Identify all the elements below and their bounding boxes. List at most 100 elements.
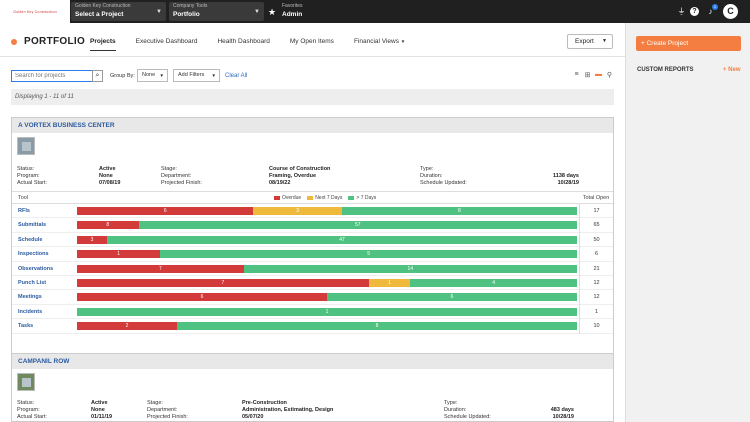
bar-segment-gt7[interactable]: 14 <box>243 264 577 273</box>
bar-segment-overdue[interactable]: 8 <box>77 221 139 230</box>
avatar[interactable]: C <box>723 4 738 19</box>
project-name-link[interactable]: CAMPANIL ROW <box>12 354 613 369</box>
bar-segment-overdue[interactable]: 1 <box>77 250 161 259</box>
total-open-value: 6 <box>579 247 613 262</box>
group-by-value: None <box>142 72 156 78</box>
chevron-down-icon: ▼ <box>602 38 607 44</box>
bar-segment-gt7[interactable]: 8 <box>341 207 577 215</box>
bar-segment-gt7[interactable]: 57 <box>138 221 577 230</box>
stacked-bar[interactable]: 1 <box>77 307 577 316</box>
bell-icon[interactable]: ♪ <box>708 7 713 16</box>
tool-column-header: Tool <box>18 195 29 201</box>
bar-segment-next7[interactable]: 1 <box>368 278 411 287</box>
total-open-value: 65 <box>579 218 613 233</box>
bar-segment-gt7[interactable]: 4 <box>410 278 577 287</box>
main-content: PORTFOLIO Projects Executive Dashboard H… <box>0 23 625 422</box>
tool-name-link[interactable]: Punch List <box>18 279 47 286</box>
export-button[interactable]: Export ▼ <box>567 34 613 49</box>
legend-next-7-days: Next 7 Days <box>307 195 342 201</box>
total-open-value: 12 <box>579 290 613 305</box>
project-name-link[interactable]: A VORTEX BUSINESS CENTER <box>12 118 613 133</box>
new-report-link[interactable]: + New <box>723 67 741 73</box>
project-selector[interactable]: Golden Key Construction Select a Project… <box>71 2 166 21</box>
tool-name-link[interactable]: Incidents <box>18 308 43 315</box>
clear-all-link[interactable]: Clear All <box>225 73 248 79</box>
favorites-label: Favorites <box>282 3 303 9</box>
legend-swatch <box>348 195 355 200</box>
tool-row: Tasks 2 8 10 <box>12 319 613 334</box>
legend-more-7-days-label: > 7 Days <box>356 195 377 201</box>
bar-segment-gt7[interactable]: 1 <box>77 307 577 316</box>
stacked-bar[interactable]: 8 57 <box>77 221 577 230</box>
program-label: Program: <box>17 407 40 413</box>
department-label: Department: <box>161 173 192 179</box>
divider <box>0 56 625 57</box>
company-logo[interactable]: Golden Key Construction <box>0 0 70 23</box>
legend-more-7-days: > 7 Days <box>348 195 376 201</box>
page-title: PORTFOLIO <box>24 36 86 47</box>
bar-segment-overdue[interactable]: 6 <box>77 207 254 215</box>
tool-name-link[interactable]: Schedule <box>18 236 43 243</box>
bar-segment-gt7[interactable]: 5 <box>160 250 577 259</box>
duration-value: 1138 days <box>553 173 579 179</box>
tool-name-link[interactable]: Tasks <box>18 323 34 330</box>
tab-my-open-items[interactable]: My Open Items <box>289 38 334 45</box>
tool-row: Incidents 1 1 <box>12 304 613 320</box>
tool-name-link[interactable]: Observations <box>18 265 54 272</box>
bar-segment-overdue[interactable]: 2 <box>77 322 177 331</box>
add-filters-select[interactable]: Add Filters ▼ <box>173 69 220 82</box>
bar-segment-gt7[interactable]: 47 <box>107 235 577 244</box>
total-open-value: 21 <box>579 261 613 276</box>
project-selector-value: Select a Project <box>75 11 124 18</box>
view-toggle-group: ≡ ⊞ ▬ ⚲ <box>571 71 615 79</box>
bar-segment-gt7[interactable]: 8 <box>177 322 577 331</box>
map-view-icon[interactable]: ⚲ <box>606 72 613 79</box>
search-icon[interactable]: ⌕ <box>92 70 103 82</box>
grid-view-icon[interactable]: ⊞ <box>584 72 591 79</box>
tools-selector[interactable]: Company Tools Portfolio ▼ <box>169 2 264 21</box>
stage-value: Course of Construction <box>269 166 331 172</box>
duration-value: 483 days <box>550 407 574 413</box>
bar-segment-overdue[interactable]: 3 <box>77 235 107 244</box>
total-open-value: 1 <box>579 304 613 320</box>
tab-health-dashboard[interactable]: Health Dashboard <box>217 38 270 45</box>
tab-financial-views[interactable]: Financial Views ▼ <box>354 38 405 51</box>
help-icon[interactable]: ? <box>690 7 699 16</box>
bar-segment-next7[interactable]: 3 <box>253 207 342 215</box>
bar-segment-overdue[interactable]: 6 <box>77 293 327 302</box>
project-thumbnail <box>17 373 35 391</box>
tools-selector-label: Company Tools <box>173 3 208 9</box>
type-label: Type: <box>420 166 434 172</box>
tab-executive-dashboard[interactable]: Executive Dashboard <box>135 38 198 45</box>
tool-name-link[interactable]: Submittals <box>18 222 47 229</box>
stage-label: Stage: <box>147 400 163 406</box>
bar-segment-gt7[interactable]: 6 <box>327 293 577 302</box>
search-input[interactable] <box>11 70 93 82</box>
chevron-down-icon: ▼ <box>400 39 406 44</box>
bar-segment-overdue[interactable]: 7 <box>77 264 244 273</box>
portfolio-icon <box>11 39 17 45</box>
create-project-button[interactable]: + Create Project <box>636 36 741 51</box>
tab-projects[interactable]: Projects <box>90 38 116 51</box>
projected-finish-label: Projected Finish: <box>147 414 188 420</box>
tool-name-link[interactable]: RFIs <box>18 208 30 214</box>
group-by-select[interactable]: None ▼ <box>137 69 168 82</box>
stacked-bar[interactable]: 3 47 <box>77 235 577 244</box>
card-view-icon[interactable]: ▬ <box>595 71 602 78</box>
bar-segment-overdue[interactable]: 7 <box>77 278 369 287</box>
tool-name-link[interactable]: Meetings <box>18 294 42 301</box>
program-label: Program: <box>17 173 40 179</box>
plug-icon[interactable]: ⏚ <box>677 7 686 16</box>
list-view-icon[interactable]: ≡ <box>574 71 579 78</box>
projected-finish-value: 05/07/20 <box>242 414 264 420</box>
legend-overdue-label: Overdue <box>282 195 302 201</box>
program-value: None <box>91 407 105 413</box>
stage-label: Stage: <box>161 166 177 172</box>
tool-name-link[interactable]: Inspections <box>18 251 49 258</box>
